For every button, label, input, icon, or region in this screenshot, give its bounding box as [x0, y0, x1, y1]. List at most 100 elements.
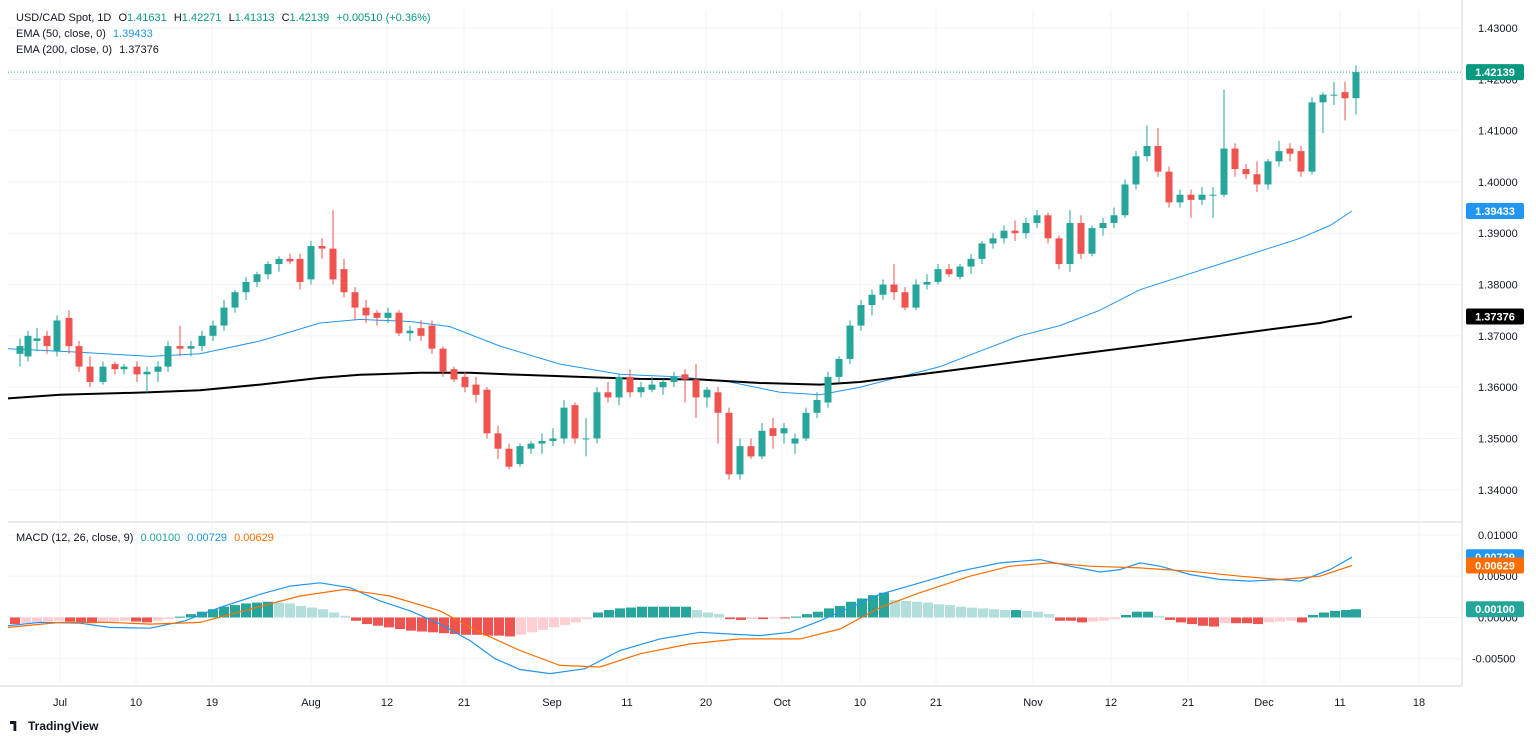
candle-body: [813, 399, 821, 413]
macd-histogram-bar: [1154, 615, 1164, 618]
candle-body: [901, 292, 909, 308]
symbol-title[interactable]: USD/CAD Spot, 1D: [16, 12, 112, 24]
candle-body: [439, 348, 447, 372]
macd-histogram-bar: [395, 617, 405, 630]
macd-histogram-bar: [604, 610, 614, 618]
macd-histogram-bar: [571, 617, 581, 623]
ema50-legend[interactable]: EMA (50, close, 0) 1.39433: [16, 26, 157, 42]
price-tick-label: 1.38000: [1478, 280, 1518, 292]
candle-body: [461, 376, 469, 388]
tradingview-logo-icon: [10, 721, 17, 731]
macd-histogram-bar: [769, 617, 779, 619]
tradingview-logo[interactable]: TradingView: [10, 719, 98, 733]
macd-histogram-bar: [175, 616, 185, 618]
macd-histogram-bar: [725, 617, 735, 620]
macd-histogram-bar: [978, 608, 988, 618]
candle-body: [890, 284, 898, 293]
macd-histogram-bar: [1286, 617, 1296, 621]
macd-histogram-bar: [21, 617, 31, 624]
macd-signal-line: [7, 562, 1353, 668]
candle-body: [538, 441, 546, 444]
candle-body: [1308, 102, 1316, 172]
price-tick-label: 1.36000: [1478, 382, 1518, 394]
candle-body: [111, 364, 119, 370]
candle-body: [648, 384, 656, 390]
macd-histogram-bar: [670, 606, 680, 618]
candle-body: [725, 412, 733, 475]
macd-histogram-bar: [263, 601, 273, 618]
macd-histogram-bar: [1143, 611, 1153, 618]
time-tick-label: 12: [381, 697, 393, 709]
candle-body: [406, 330, 414, 334]
macd-histogram-bar: [87, 617, 97, 624]
candle-body: [736, 446, 744, 475]
high-label: H: [173, 12, 182, 24]
macd-histogram-bar: [934, 604, 944, 618]
macd-histogram-bar: [648, 606, 658, 618]
candle-body: [1033, 215, 1041, 223]
candle-body: [1044, 215, 1052, 239]
change-value: +0.00510 (+0.36%): [336, 12, 431, 24]
candle-body: [187, 346, 195, 349]
candle-body: [703, 389, 711, 398]
candle-body: [1275, 151, 1283, 162]
candle-body: [1099, 222, 1107, 229]
macd-histogram-bar: [439, 617, 449, 634]
candle-body: [286, 258, 294, 262]
ema200-legend[interactable]: EMA (200, close, 0) 1.37376: [16, 42, 163, 58]
candle-body: [714, 392, 722, 413]
macd-histogram-bar: [802, 614, 812, 618]
macd-histogram-bar: [1176, 617, 1186, 623]
candle-body: [1110, 215, 1118, 223]
macd-histogram-bar: [659, 606, 669, 618]
macd-legend[interactable]: MACD (12, 26, close, 9) 0.00100 0.00729 …: [16, 530, 278, 546]
macd-histogram-bar: [549, 617, 559, 628]
candle-body: [692, 379, 700, 398]
macd-histogram-bar: [813, 611, 823, 618]
macd-histogram-bar: [32, 617, 42, 623]
macd-histogram-bar: [582, 617, 592, 620]
macd-histogram-bar: [1077, 617, 1087, 623]
price-tick-label: 1.41000: [1478, 126, 1518, 138]
macd-histogram-bar: [1121, 614, 1131, 618]
macd-histogram-bar: [868, 595, 878, 618]
macd-axis-label-bg: [1466, 557, 1524, 574]
macd-histogram-bar: [252, 602, 262, 618]
macd-histogram-bar: [846, 601, 856, 618]
macd-histogram-bar: [912, 601, 922, 618]
candle-body: [747, 446, 755, 457]
candle-body: [65, 317, 73, 347]
candle-body: [483, 389, 491, 434]
macd-histogram-bar: [450, 617, 460, 634]
low-label: L: [228, 12, 235, 24]
macd-histogram-bar: [758, 617, 768, 620]
macd-histogram-bar: [109, 617, 119, 622]
candle-body: [626, 376, 634, 393]
macd-histogram-bar: [692, 610, 702, 618]
candle-body: [75, 346, 83, 367]
candle-body: [164, 346, 172, 367]
candle-body: [384, 312, 392, 318]
candle-body: [1286, 148, 1294, 154]
candle-body: [1220, 148, 1228, 195]
candle-body: [637, 387, 645, 393]
macd-signal-value: 0.00629: [234, 532, 274, 544]
time-tick-label: Sep: [542, 697, 562, 709]
macd-histogram-bar: [879, 592, 889, 618]
candle-body: [329, 248, 337, 280]
time-tick-label: Jul: [53, 697, 67, 709]
macd-histogram-bar: [1000, 610, 1010, 618]
macd-histogram-bar: [406, 617, 416, 631]
candle-body: [1231, 148, 1239, 170]
ema200-value: 1.37376: [119, 44, 159, 56]
macd-tick-label: -0.00500: [1472, 654, 1515, 666]
macd-histogram-bar: [428, 617, 438, 633]
candle-body: [549, 438, 557, 442]
candle-body: [231, 292, 239, 308]
macd-histogram-bar: [1264, 617, 1274, 623]
macd-axis-label-bg: [1466, 601, 1524, 618]
macd-histogram-bar: [373, 617, 383, 626]
macd-histogram-bar: [318, 609, 328, 618]
macd-histogram-bar: [1253, 617, 1263, 625]
